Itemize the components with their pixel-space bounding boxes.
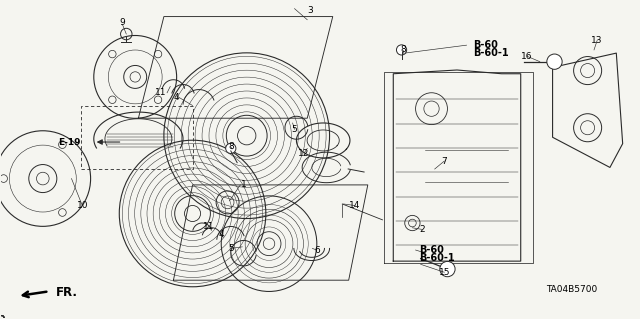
Text: FR.: FR.	[56, 286, 77, 299]
Text: B-60: B-60	[419, 245, 444, 255]
Text: 3: 3	[308, 6, 314, 15]
Text: B-60: B-60	[473, 40, 498, 50]
Circle shape	[440, 262, 455, 277]
Text: 11: 11	[203, 222, 214, 231]
Text: 5: 5	[228, 244, 234, 253]
Text: 11: 11	[155, 88, 166, 97]
Text: 4: 4	[174, 93, 179, 102]
Text: B-60-1: B-60-1	[419, 253, 454, 263]
Text: TA04B5700: TA04B5700	[546, 285, 598, 294]
Text: 14: 14	[349, 201, 361, 210]
Text: 9: 9	[120, 19, 125, 27]
Text: 12: 12	[298, 149, 310, 158]
Text: 15: 15	[438, 268, 450, 277]
Text: E-19: E-19	[58, 137, 81, 146]
Text: 7: 7	[442, 157, 447, 166]
Circle shape	[396, 45, 406, 55]
Text: B-60-1: B-60-1	[473, 48, 509, 58]
Text: 8: 8	[400, 45, 406, 55]
Text: 10: 10	[77, 201, 88, 210]
Text: 1: 1	[241, 181, 246, 189]
Text: 5: 5	[292, 125, 298, 134]
Text: 16: 16	[522, 52, 533, 61]
Text: 4: 4	[218, 230, 224, 239]
Circle shape	[226, 143, 236, 153]
Circle shape	[547, 54, 562, 69]
Text: 8: 8	[228, 142, 234, 151]
Text: 13: 13	[591, 36, 603, 45]
Text: 2: 2	[419, 225, 425, 234]
Bar	[81, 106, 193, 169]
Text: 6: 6	[314, 246, 320, 255]
